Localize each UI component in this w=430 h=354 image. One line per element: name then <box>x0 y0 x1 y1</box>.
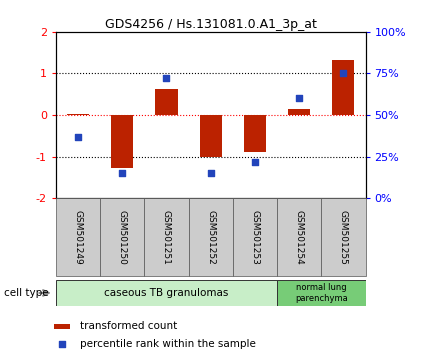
Bar <box>244 115 266 152</box>
Bar <box>155 89 178 115</box>
Bar <box>233 198 277 276</box>
Text: GSM501249: GSM501249 <box>74 210 83 264</box>
Point <box>74 134 81 139</box>
Text: GSM501254: GSM501254 <box>295 210 304 264</box>
Text: GSM501252: GSM501252 <box>206 210 215 264</box>
Text: GSM501250: GSM501250 <box>118 210 127 265</box>
Text: GSM501251: GSM501251 <box>162 210 171 265</box>
Text: caseous TB granulomas: caseous TB granulomas <box>104 288 229 298</box>
Point <box>163 76 170 81</box>
Bar <box>288 109 310 115</box>
Point <box>340 71 347 76</box>
Text: GSM501255: GSM501255 <box>339 210 348 265</box>
Point <box>296 96 303 101</box>
Bar <box>189 198 233 276</box>
Bar <box>67 114 89 115</box>
Text: percentile rank within the sample: percentile rank within the sample <box>80 339 256 349</box>
Bar <box>200 115 222 158</box>
Point <box>58 341 65 347</box>
Point <box>119 171 126 176</box>
Bar <box>277 198 321 276</box>
Bar <box>54 325 70 329</box>
Point <box>252 159 258 165</box>
Bar <box>321 198 366 276</box>
Title: GDS4256 / Hs.131081.0.A1_3p_at: GDS4256 / Hs.131081.0.A1_3p_at <box>105 18 316 31</box>
Bar <box>111 115 133 168</box>
Text: normal lung
parenchyma: normal lung parenchyma <box>295 283 347 303</box>
Bar <box>100 198 144 276</box>
Point <box>207 171 214 176</box>
Bar <box>56 198 100 276</box>
Bar <box>277 280 366 306</box>
Text: GSM501253: GSM501253 <box>250 210 259 265</box>
Text: cell type: cell type <box>4 288 49 298</box>
Bar <box>332 60 354 115</box>
Bar <box>144 198 189 276</box>
Text: transformed count: transformed count <box>80 320 177 331</box>
Bar <box>56 280 277 306</box>
